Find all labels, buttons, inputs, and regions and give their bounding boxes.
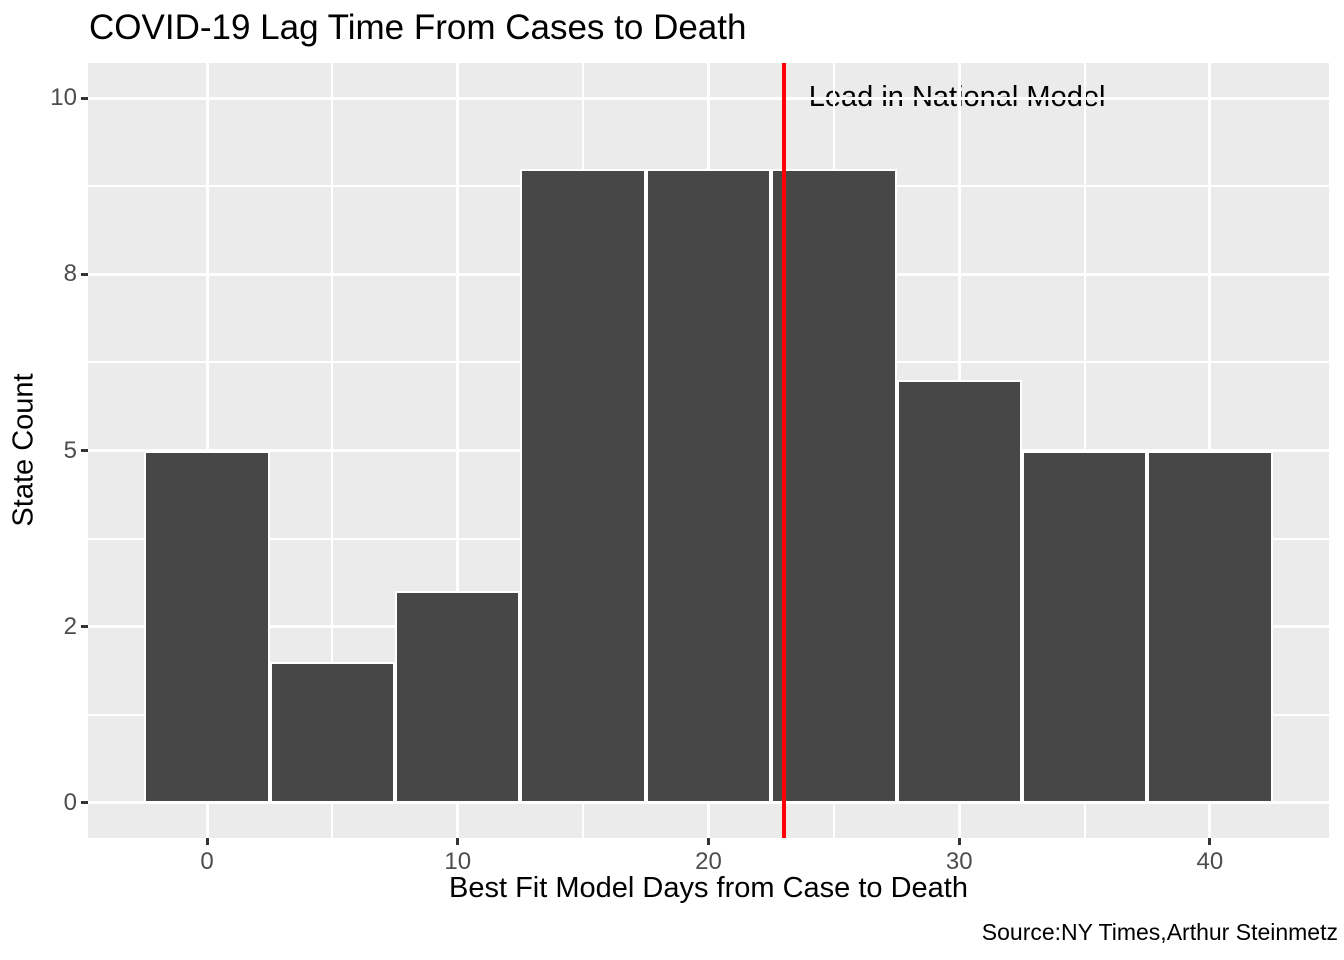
histogram-bar (645, 168, 772, 803)
x-tick-label: 40 (1196, 848, 1224, 875)
x-tick-mark (707, 838, 710, 845)
source-caption: Source:NY Times,Arthur Steinmetz (981, 919, 1338, 945)
reference-vline (781, 63, 786, 838)
histogram-bar (520, 168, 646, 803)
y-tick-label: 8 (63, 260, 77, 288)
gridline-major-y (88, 96, 1329, 100)
x-tick-mark (456, 838, 460, 845)
y-tick-mark (81, 625, 88, 629)
chart-title: COVID-19 Lag Time From Cases to Death (89, 8, 747, 47)
x-tick-mark (957, 838, 961, 845)
x-tick-label: 30 (945, 848, 973, 875)
x-tick-label: 20 (695, 848, 722, 875)
plot-panel: Lead in National Model (88, 63, 1329, 838)
y-tick-label: 0 (63, 788, 77, 816)
y-tick-mark (81, 272, 88, 276)
y-tick-mark (81, 96, 88, 100)
histogram-bar (269, 661, 396, 803)
y-tick-label: 5 (63, 436, 77, 464)
y-tick-label: 10 (50, 84, 77, 112)
x-tick-mark (205, 838, 209, 845)
histogram-bar (896, 380, 1022, 803)
histogram-bar (1021, 450, 1148, 803)
y-tick-label: 2 (63, 612, 77, 640)
histogram-bar (144, 450, 270, 803)
y-tick-mark (81, 449, 88, 452)
x-tick-mark (1208, 838, 1212, 845)
x-tick-label: 10 (444, 848, 472, 875)
histogram-bar (1147, 450, 1273, 803)
y-tick-mark (81, 801, 88, 805)
gridline-major-y (88, 801, 1329, 805)
histogram-bar (395, 591, 521, 803)
x-tick-label: 0 (200, 848, 214, 875)
x-axis-title: Best Fit Model Days from Case to Death (449, 872, 968, 904)
histogram-bar (771, 168, 897, 803)
y-axis-title: State Count (7, 373, 40, 527)
